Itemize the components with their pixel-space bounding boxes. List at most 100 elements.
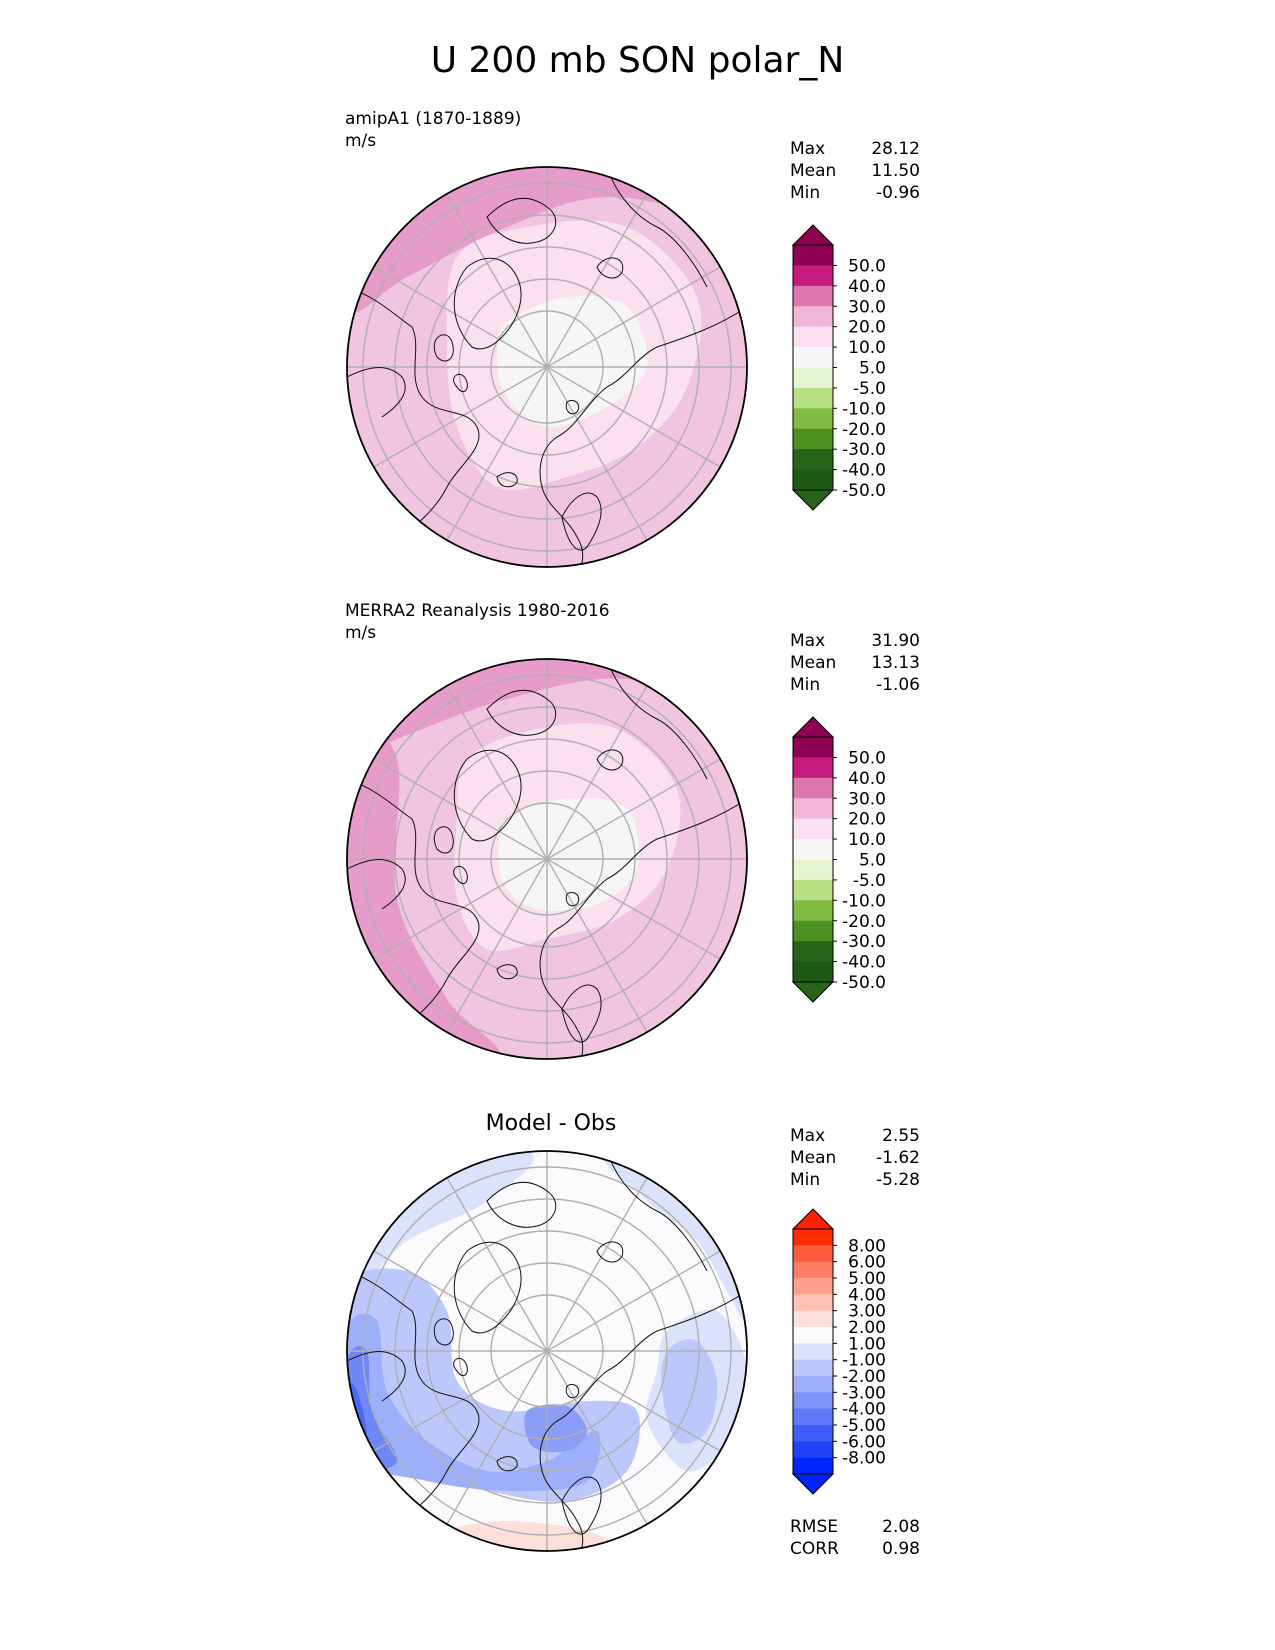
coastline — [453, 749, 522, 842]
colorbar-swatch — [793, 428, 833, 450]
stat-label: Mean — [790, 653, 837, 673]
coastline — [453, 257, 522, 350]
coastline — [496, 964, 518, 980]
coastline — [565, 891, 580, 907]
colorbar-tick-label: -40.0 — [842, 461, 886, 481]
stat-value: -0.96 — [876, 183, 920, 203]
longitude-line — [373, 858, 548, 960]
stat-label: Min — [790, 1170, 821, 1190]
colorbar-swatch — [793, 408, 833, 430]
coastline — [606, 1151, 708, 1272]
longitude-line — [446, 1177, 548, 1352]
colorbar-frame — [792, 1228, 834, 1475]
coastline — [606, 659, 708, 780]
stat-label: CORR — [790, 1539, 839, 1559]
colorbar-swatch — [793, 920, 833, 942]
colorbar-swatch — [793, 469, 833, 491]
colorbar-tick-label: 30.0 — [848, 297, 886, 317]
contour-neg3-neg4-band — [347, 1314, 601, 1491]
stat-label: Max — [790, 1126, 826, 1146]
colorbar-tick-label: -3.00 — [842, 1383, 886, 1403]
colorbar-under-extension — [791, 981, 835, 1003]
coastline — [347, 367, 406, 418]
colorbar-swatch — [793, 839, 833, 860]
longitude-line — [373, 1250, 548, 1352]
coastline — [433, 1318, 468, 1377]
panel-1-label: amipA1 (1870-1889) m/s — [345, 108, 521, 152]
colorbar-tick-label: 30.0 — [848, 789, 886, 809]
panel-1-unit: m/s — [345, 131, 377, 151]
panel-1-name: amipA1 (1870-1889) — [345, 109, 522, 129]
colorbar-tick-label: 5.00 — [848, 1269, 886, 1289]
colorbar-tick-label: -30.0 — [842, 932, 886, 952]
colorbar-tick-label: -10.0 — [842, 399, 886, 419]
colorbar-tick-label: -20.0 — [842, 420, 886, 440]
contour-neg5-5 — [496, 295, 648, 428]
coastline — [486, 689, 557, 736]
colorbar-tick-label: 5.0 — [859, 359, 886, 379]
colorbar-swatch — [793, 777, 833, 799]
colorbar-tick-label: -5.0 — [853, 871, 886, 891]
polar-map-model — [346, 166, 748, 568]
longitude-line — [546, 1250, 721, 1352]
colorbar-tick-label: -1.00 — [842, 1351, 886, 1371]
longitude-line — [373, 366, 548, 468]
coastline — [596, 1241, 624, 1263]
colorbar-swatch — [793, 449, 833, 471]
stat-label: Min — [790, 675, 821, 695]
colorbar-tick-label: -5.00 — [842, 1416, 886, 1436]
colorbar-swatch — [793, 737, 833, 758]
stat-value: 2.55 — [882, 1126, 920, 1146]
longitude-line — [373, 758, 548, 860]
colorbar-tick-label: -50.0 — [842, 973, 886, 993]
stat-value: 13.13 — [871, 653, 920, 673]
coastline — [486, 197, 557, 244]
colorbar-tick-label: -8.00 — [842, 1449, 886, 1469]
stat-value: 0.98 — [882, 1539, 920, 1559]
colorbar-swatch — [793, 1425, 833, 1442]
colorbar-tick-label: 5.0 — [859, 851, 886, 871]
colorbar-swatch — [793, 1327, 833, 1344]
colorbar-tick-label: 4.00 — [848, 1285, 886, 1305]
stat-label: Mean — [790, 161, 837, 181]
colorbar-swatch — [793, 1261, 833, 1279]
colorbar-swatch — [793, 1441, 833, 1459]
longitude-line — [546, 858, 648, 1033]
coastline — [433, 826, 468, 885]
colorbar-tick-label: 50.0 — [848, 748, 886, 768]
coastline — [347, 859, 406, 910]
figure-title: U 200 mb SON polar_N — [430, 40, 845, 81]
map-boundary — [346, 166, 748, 568]
coastline — [347, 286, 480, 538]
longitude-line — [446, 858, 548, 1033]
colorbar-tick-label: 10.0 — [848, 338, 886, 358]
colorbar-tick-label: 3.00 — [848, 1302, 886, 1322]
coastline — [606, 167, 708, 288]
polar-map-obs — [346, 658, 748, 1060]
longitude-line — [546, 366, 721, 468]
longitude-line — [446, 685, 548, 860]
longitude-line — [446, 193, 548, 368]
longitude-line — [546, 758, 721, 860]
contour-neg4-south — [524, 1404, 587, 1453]
colorbar-over-extension — [791, 1208, 835, 1230]
coastline — [486, 1181, 557, 1228]
coastline — [347, 1270, 480, 1522]
stat-value: -1.06 — [876, 675, 920, 695]
contour-neg2-neg3-east — [661, 1339, 718, 1444]
colorbar-swatch — [793, 387, 833, 409]
colorbar-tick-label: -2.00 — [842, 1367, 886, 1387]
colorbar-tick-label: 6.00 — [848, 1253, 886, 1273]
colorbar-tick-label: 50.0 — [848, 256, 886, 276]
colorbar-swatch — [793, 1376, 833, 1393]
colorbar-tick-label: 20.0 — [848, 318, 886, 338]
colorbar-tick-label: -6.00 — [842, 1432, 886, 1452]
longitude-line — [373, 266, 548, 368]
colorbar-swatch — [793, 961, 833, 983]
colorbar-swatch — [793, 1359, 833, 1377]
colorbar-tick-label: 8.00 — [848, 1236, 886, 1256]
longitude-line — [373, 1350, 548, 1452]
polar-map-difference — [346, 1150, 748, 1552]
panel-1-stats: Max 28.12 Mean 11.50 Min -0.96 — [790, 138, 920, 204]
longitude-line — [546, 266, 721, 368]
